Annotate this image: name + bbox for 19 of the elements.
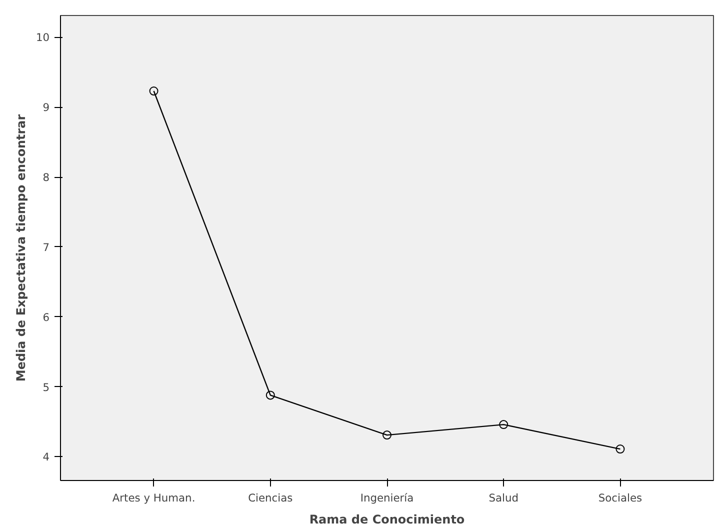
x-tick-label: Ingeniería: [360, 492, 414, 504]
point: [149, 86, 158, 96]
x-tick-label: Salud: [488, 492, 518, 504]
x-tick-label: Artes y Human.: [112, 492, 196, 504]
y-tick-label: 4: [42, 450, 50, 464]
y-tick-label: 9: [42, 101, 50, 114]
y-tick-label: 5: [42, 380, 50, 394]
y-tick-label: 7: [42, 240, 50, 254]
x-axis-title: Rama de Conocimiento: [309, 512, 465, 526]
point: [382, 430, 392, 440]
point: [499, 420, 508, 430]
y-tick-label: 8: [42, 171, 50, 184]
point: [266, 390, 275, 400]
point: [616, 444, 625, 454]
y-tick-label: 10: [36, 31, 50, 44]
y-tick-label: 6: [42, 310, 50, 324]
y-axis-title: Media de Expectativa tiempo encontrar: [14, 114, 28, 382]
x-tick-label: Sociales: [598, 492, 643, 504]
x-tick-label: Ciencias: [248, 492, 294, 504]
